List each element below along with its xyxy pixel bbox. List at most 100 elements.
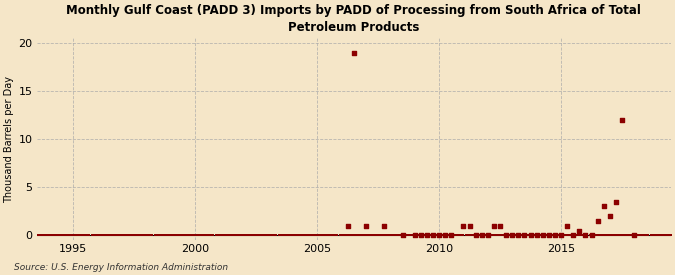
- Point: [655, 233, 666, 238]
- Point: [70, 233, 80, 238]
- Point: [352, 233, 363, 238]
- Point: [477, 233, 487, 238]
- Point: [483, 233, 493, 238]
- Point: [543, 233, 554, 238]
- Point: [167, 233, 178, 238]
- Point: [438, 233, 449, 238]
- Point: [57, 233, 68, 238]
- Point: [397, 233, 408, 238]
- Point: [63, 233, 74, 238]
- Point: [373, 233, 383, 238]
- Point: [97, 233, 107, 238]
- Point: [403, 233, 414, 238]
- Point: [554, 233, 564, 238]
- Point: [324, 233, 335, 238]
- Point: [413, 233, 424, 238]
- Point: [332, 233, 343, 238]
- Point: [190, 233, 200, 238]
- Point: [308, 233, 319, 238]
- Point: [647, 233, 658, 238]
- Point: [364, 233, 375, 238]
- Point: [515, 233, 526, 238]
- Point: [41, 233, 52, 238]
- Point: [507, 233, 518, 238]
- Point: [31, 233, 42, 238]
- Point: [495, 224, 506, 228]
- Point: [171, 233, 182, 238]
- Point: [375, 233, 385, 238]
- Point: [600, 233, 611, 238]
- Point: [584, 233, 595, 238]
- Point: [330, 233, 341, 238]
- Point: [505, 233, 516, 238]
- Point: [446, 233, 457, 238]
- Point: [358, 233, 369, 238]
- Point: [188, 233, 198, 238]
- Point: [470, 233, 481, 238]
- Point: [639, 233, 650, 238]
- Point: [261, 233, 272, 238]
- Point: [200, 233, 211, 238]
- Point: [105, 233, 115, 238]
- Point: [556, 233, 566, 238]
- Point: [657, 233, 668, 238]
- Point: [580, 233, 591, 238]
- Point: [523, 233, 534, 238]
- Point: [55, 233, 66, 238]
- Point: [521, 233, 532, 238]
- Point: [466, 233, 477, 238]
- Point: [497, 233, 508, 238]
- Point: [434, 233, 445, 238]
- Point: [165, 233, 176, 238]
- Point: [411, 233, 422, 238]
- Point: [107, 233, 117, 238]
- Point: [267, 233, 278, 238]
- Point: [328, 233, 339, 238]
- Point: [541, 233, 552, 238]
- Point: [525, 233, 536, 238]
- Point: [537, 233, 548, 238]
- Point: [446, 233, 457, 238]
- Point: [570, 233, 580, 238]
- Point: [464, 224, 475, 228]
- Point: [180, 233, 190, 238]
- Point: [615, 233, 626, 238]
- Point: [456, 233, 467, 238]
- Point: [281, 233, 292, 238]
- Point: [169, 233, 180, 238]
- Point: [141, 233, 152, 238]
- Point: [501, 233, 512, 238]
- Point: [103, 233, 113, 238]
- Point: [405, 233, 416, 238]
- Point: [257, 233, 268, 238]
- Point: [86, 233, 97, 238]
- Point: [196, 233, 207, 238]
- Point: [472, 233, 483, 238]
- Point: [125, 233, 136, 238]
- Point: [588, 233, 599, 238]
- Point: [135, 233, 146, 238]
- Point: [312, 233, 323, 238]
- Point: [489, 224, 500, 228]
- Point: [379, 224, 389, 228]
- Point: [527, 233, 538, 238]
- Text: Source: U.S. Energy Information Administration: Source: U.S. Energy Information Administ…: [14, 263, 227, 272]
- Point: [604, 214, 615, 218]
- Point: [594, 233, 605, 238]
- Point: [123, 233, 134, 238]
- Point: [586, 233, 597, 238]
- Point: [582, 233, 593, 238]
- Point: [348, 233, 359, 238]
- Point: [617, 118, 628, 122]
- Point: [662, 233, 672, 238]
- Point: [362, 233, 373, 238]
- Point: [635, 233, 646, 238]
- Title: Monthly Gulf Coast (PADD 3) Imports by PADD of Processing from South Africa of T: Monthly Gulf Coast (PADD 3) Imports by P…: [66, 4, 641, 34]
- Point: [234, 233, 245, 238]
- Point: [551, 233, 562, 238]
- Point: [336, 233, 347, 238]
- Point: [387, 233, 398, 238]
- Point: [350, 233, 361, 238]
- Point: [592, 233, 603, 238]
- Point: [481, 233, 491, 238]
